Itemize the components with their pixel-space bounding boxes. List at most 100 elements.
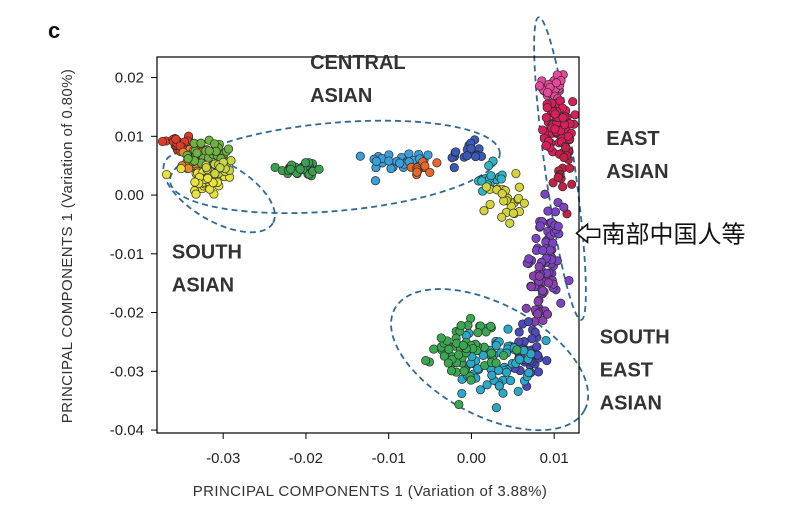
data-point xyxy=(486,171,496,181)
data-point xyxy=(514,182,524,192)
y-axis-label: PRINCIPAL COMPONENTS 1 (Variation of 0.8… xyxy=(59,69,76,424)
data-point xyxy=(485,199,495,209)
data-point xyxy=(210,169,220,179)
data-point xyxy=(515,354,525,364)
group-label: CENTRAL xyxy=(310,52,406,74)
x-axis-ticks: -0.03 -0.02 -0.01 0.00 0.01 xyxy=(206,433,569,467)
data-point xyxy=(512,345,522,355)
data-point xyxy=(443,358,453,368)
data-point xyxy=(176,164,186,174)
data-point xyxy=(314,164,324,174)
data-point xyxy=(454,399,464,410)
data-point xyxy=(508,208,518,218)
data-point xyxy=(524,254,534,264)
data-point xyxy=(550,109,560,119)
data-point xyxy=(538,286,548,296)
group-region-outline xyxy=(162,151,276,234)
group-label: EAST xyxy=(600,360,653,382)
group-label: ASIAN xyxy=(606,161,668,183)
data-point xyxy=(191,189,201,199)
data-point xyxy=(533,367,544,377)
panel-label: c xyxy=(48,18,60,43)
plot-frame xyxy=(156,56,580,434)
data-point xyxy=(524,368,534,378)
data-point xyxy=(196,138,206,148)
data-point xyxy=(451,147,461,157)
x-axis-label: PRINCIPAL COMPONENTS 1 (Variation of 3.8… xyxy=(193,483,548,500)
data-point xyxy=(477,176,487,186)
data-point xyxy=(551,78,561,88)
data-point xyxy=(521,303,531,313)
data-point xyxy=(457,388,467,399)
group-label: ASIAN xyxy=(600,393,662,415)
data-point xyxy=(568,97,578,107)
data-point xyxy=(558,113,568,123)
data-point xyxy=(436,333,446,343)
data-point xyxy=(535,221,545,231)
data-point xyxy=(567,179,577,189)
data-points xyxy=(157,70,580,413)
data-point xyxy=(553,172,563,182)
group-label: ASIAN xyxy=(172,275,234,297)
data-point xyxy=(491,340,501,351)
data-point xyxy=(486,348,496,358)
data-point xyxy=(183,154,193,164)
data-point xyxy=(295,164,305,174)
data-point xyxy=(535,81,545,91)
data-point xyxy=(491,358,501,368)
data-point xyxy=(481,182,492,192)
data-point xyxy=(432,158,442,168)
data-point xyxy=(543,87,553,98)
data-point xyxy=(215,163,225,173)
data-point xyxy=(484,161,494,171)
data-point xyxy=(558,182,568,192)
y-tick-label: -0.03 xyxy=(110,363,144,380)
data-point xyxy=(459,366,469,376)
group-label: SOUTH xyxy=(172,242,242,264)
data-point xyxy=(466,143,476,153)
data-point xyxy=(527,334,537,344)
group-label: ASIAN xyxy=(310,85,372,107)
data-point xyxy=(505,218,515,228)
x-tick-label: 0.00 xyxy=(457,450,486,467)
data-point xyxy=(458,340,468,350)
data-point xyxy=(203,173,213,183)
data-point xyxy=(497,189,507,199)
y-axis-ticks: 0.02 0.01 0.00 -0.01 -0.02 -0.03 -0.04 xyxy=(110,70,157,439)
data-point xyxy=(550,124,560,134)
data-point xyxy=(491,403,501,413)
group-region-outline xyxy=(169,119,501,215)
data-point xyxy=(224,144,234,154)
data-point xyxy=(542,309,553,319)
data-point xyxy=(201,162,211,173)
data-point xyxy=(439,351,449,361)
group-labels: CENTRAL ASIAN EAST ASIAN SOUTH ASIAN SOUTH EAST… xyxy=(172,52,670,415)
group-label: EAST xyxy=(606,128,659,150)
y-tick-label: -0.04 xyxy=(110,422,144,439)
data-point xyxy=(559,152,569,163)
hollow-left-arrow-icon xyxy=(575,222,601,244)
data-point xyxy=(479,206,489,216)
data-point xyxy=(449,163,459,173)
data-point xyxy=(534,262,544,272)
data-point xyxy=(429,344,439,354)
data-point xyxy=(503,324,513,334)
data-point xyxy=(511,168,521,179)
data-point xyxy=(543,206,553,216)
x-tick-label: -0.02 xyxy=(289,450,323,467)
data-point xyxy=(553,221,563,231)
x-tick-label: -0.01 xyxy=(372,450,406,467)
x-tick-label: -0.03 xyxy=(206,450,240,467)
data-point xyxy=(563,131,573,141)
data-point xyxy=(475,385,486,395)
data-point xyxy=(494,381,504,391)
data-point xyxy=(497,212,507,222)
data-point xyxy=(542,356,552,366)
data-point xyxy=(496,174,506,184)
data-point xyxy=(538,315,548,326)
y-tick-label: 0.02 xyxy=(115,70,144,87)
data-point xyxy=(473,328,483,338)
data-point xyxy=(355,151,365,161)
data-point xyxy=(226,156,236,166)
y-tick-label: -0.02 xyxy=(110,305,144,322)
